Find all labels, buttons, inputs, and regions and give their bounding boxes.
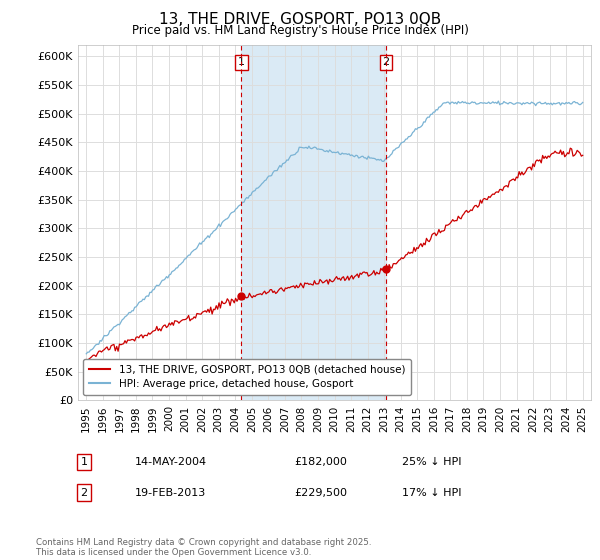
Text: 25% ↓ HPI: 25% ↓ HPI	[402, 457, 461, 467]
Legend: 13, THE DRIVE, GOSPORT, PO13 0QB (detached house), HPI: Average price, detached : 13, THE DRIVE, GOSPORT, PO13 0QB (detach…	[83, 358, 412, 395]
Text: 2: 2	[80, 488, 88, 498]
Text: 14-MAY-2004: 14-MAY-2004	[135, 457, 207, 467]
Text: Contains HM Land Registry data © Crown copyright and database right 2025.
This d: Contains HM Land Registry data © Crown c…	[36, 538, 371, 557]
Text: 19-FEB-2013: 19-FEB-2013	[135, 488, 206, 498]
Text: 1: 1	[80, 457, 88, 467]
Text: Price paid vs. HM Land Registry's House Price Index (HPI): Price paid vs. HM Land Registry's House …	[131, 24, 469, 37]
Text: £182,000: £182,000	[294, 457, 347, 467]
Bar	[241, 45, 386, 400]
Text: 2: 2	[383, 58, 389, 67]
Text: 1: 1	[238, 58, 245, 67]
Text: 13, THE DRIVE, GOSPORT, PO13 0QB: 13, THE DRIVE, GOSPORT, PO13 0QB	[159, 12, 441, 27]
Text: £229,500: £229,500	[294, 488, 347, 498]
Text: 17% ↓ HPI: 17% ↓ HPI	[402, 488, 461, 498]
